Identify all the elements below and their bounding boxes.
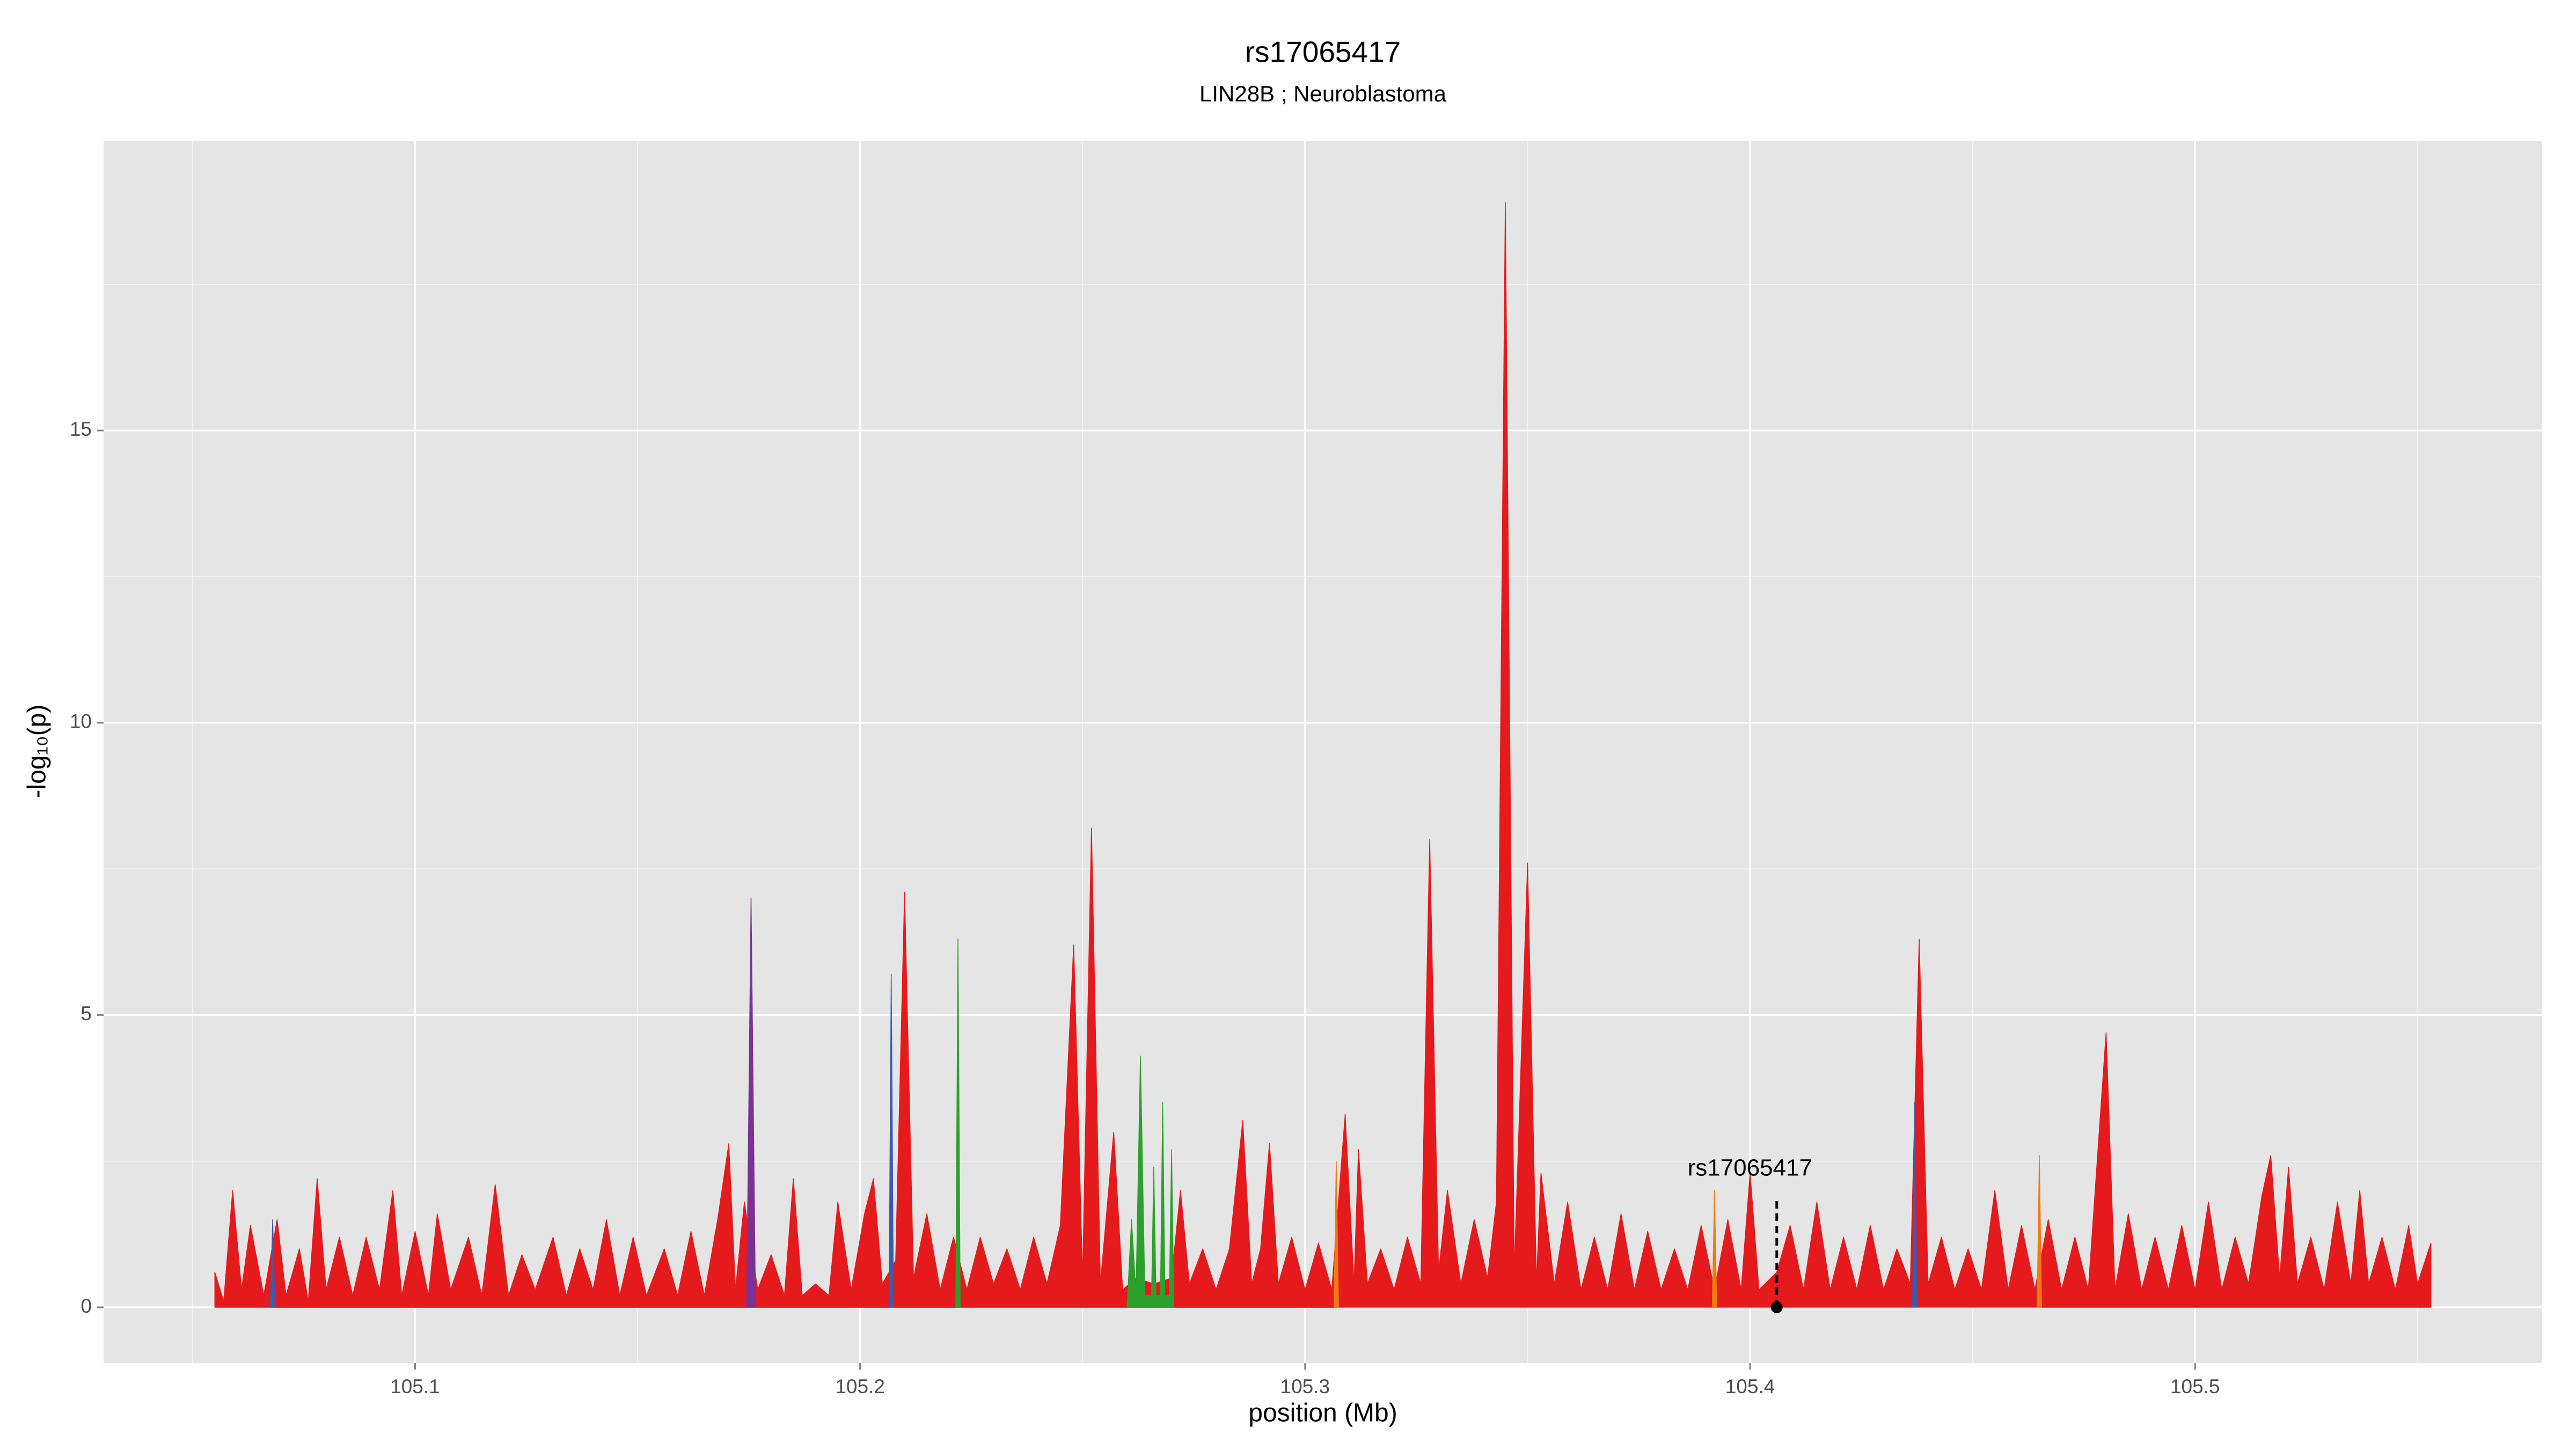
x-tick-label: 105.4 xyxy=(1725,1375,1775,1397)
area xyxy=(955,939,1174,1308)
x-tick-label: 105.2 xyxy=(835,1375,885,1397)
annotation-label: rs17065417 xyxy=(1688,1155,1812,1181)
x-tick-label: 105.5 xyxy=(2170,1375,2220,1397)
annotation-point xyxy=(1770,1301,1783,1313)
axes: 105.1 105.2 105.3 105.4 105.5 0 5 10 15 xyxy=(70,418,2220,1397)
area xyxy=(1333,1155,2042,1308)
grid xyxy=(104,141,2542,1363)
x-axis-label: position (Mb) xyxy=(1248,1399,1397,1428)
x-tick-label: 105.3 xyxy=(1280,1375,1330,1397)
y-tick-label: 5 xyxy=(80,1002,92,1024)
chart-title: rs17065417 xyxy=(1245,35,1401,69)
chart-subtitle: LIN28B ; Neuroblastoma xyxy=(1199,81,1447,106)
x-tick-label: 105.1 xyxy=(390,1375,440,1397)
area xyxy=(270,974,1918,1308)
panel xyxy=(104,141,2542,1363)
y-axis-label: -log₁₀(p) xyxy=(23,705,52,799)
areas xyxy=(214,202,2432,1308)
area xyxy=(214,202,2432,1308)
y-tick-label: 0 xyxy=(80,1295,92,1317)
annotation: rs17065417 xyxy=(1688,1155,1812,1313)
y-tick-label: 10 xyxy=(70,711,92,733)
y-tick-label: 15 xyxy=(70,418,92,440)
